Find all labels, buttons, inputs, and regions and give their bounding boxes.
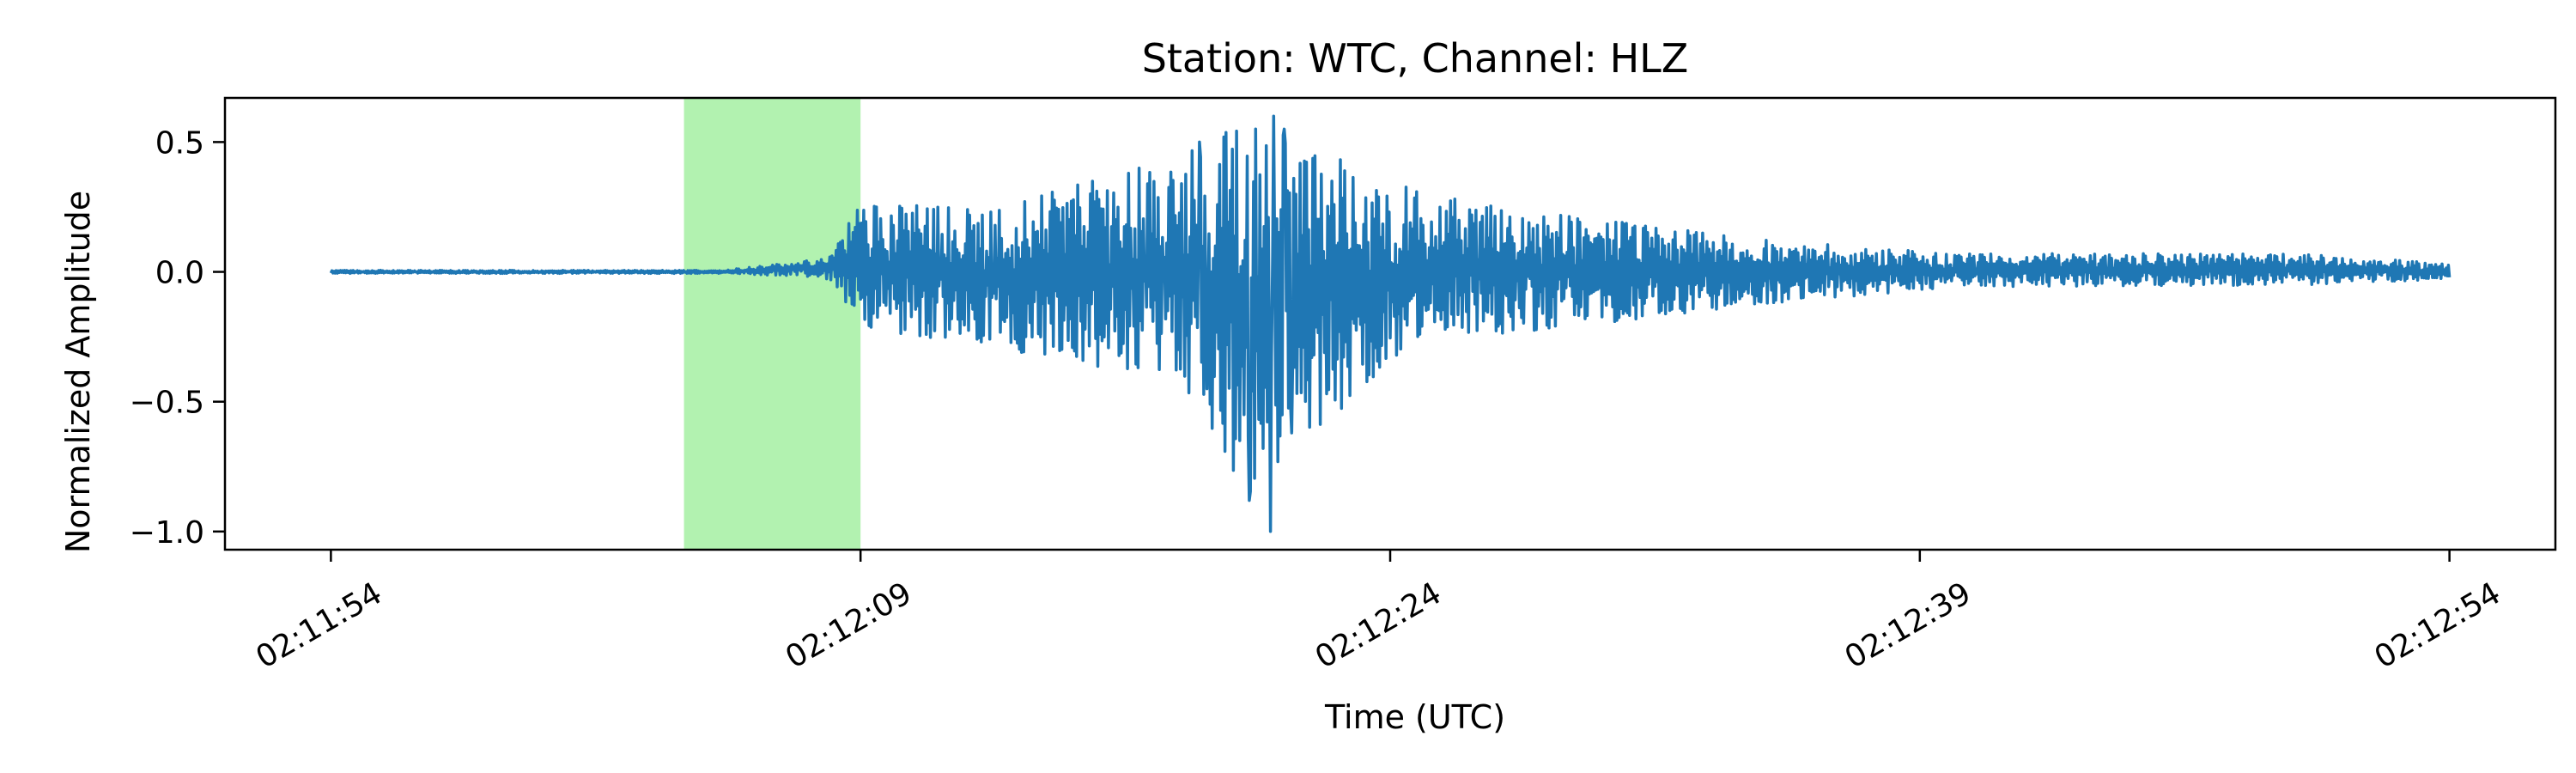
plot-area xyxy=(223,96,2557,551)
y-axis-label: Normalized Amplitude xyxy=(59,191,97,553)
y-tick-label: −1.0 xyxy=(130,515,204,551)
x-tick-label: 02:12:39 xyxy=(1839,575,1978,675)
x-tick-label: 02:12:54 xyxy=(2369,575,2507,675)
y-tick-label: 0.5 xyxy=(155,125,204,161)
x-tick-label: 02:11:54 xyxy=(250,575,388,675)
x-axis-ticks: 02:11:54 02:12:09 02:12:24 02:12:39 02:12:54 xyxy=(250,550,2506,676)
waveform-series-line xyxy=(329,114,2451,533)
y-axis-ticks: 0.5 0.0 −0.5 −1.0 xyxy=(130,125,225,551)
y-tick-label: −0.5 xyxy=(130,386,204,421)
x-axis-label: Time (UTC) xyxy=(1324,698,1505,736)
y-tick-label: 0.0 xyxy=(155,256,204,291)
chart-title: Station: WTC, Channel: HLZ xyxy=(1142,35,1689,82)
x-tick-label: 02:12:24 xyxy=(1309,575,1448,675)
highlight-band xyxy=(683,98,861,550)
x-tick-label: 02:12:09 xyxy=(780,575,918,675)
